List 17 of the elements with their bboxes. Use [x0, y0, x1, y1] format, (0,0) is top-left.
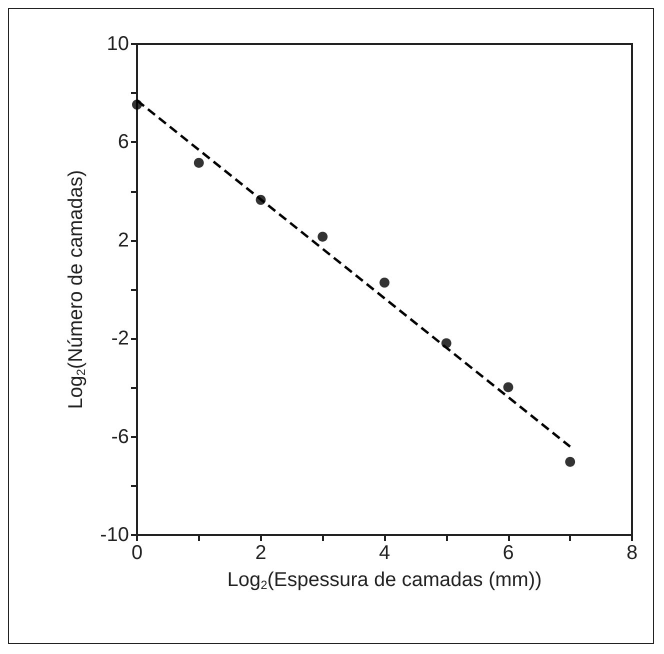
point [318, 232, 328, 242]
x-tick-label: 8 [626, 542, 638, 564]
y-tick-label: -10 [100, 524, 129, 546]
x-tick-label: 6 [502, 542, 514, 564]
y-tick-label: 6 [118, 131, 129, 154]
point [565, 456, 576, 467]
x-tick-label: 2 [255, 542, 266, 564]
point [380, 278, 390, 288]
y-axis-title: Log2(Número de camadas) [65, 170, 88, 410]
point [194, 158, 204, 168]
x-tick-label: 0 [131, 542, 143, 564]
y-tick-label: -6 [111, 426, 129, 448]
y-tick-label: 10 [106, 33, 129, 55]
point [503, 382, 514, 392]
y-tick-label: -2 [111, 328, 129, 350]
x-tick-label: 4 [378, 542, 390, 564]
y-tick-label: 2 [118, 229, 129, 252]
